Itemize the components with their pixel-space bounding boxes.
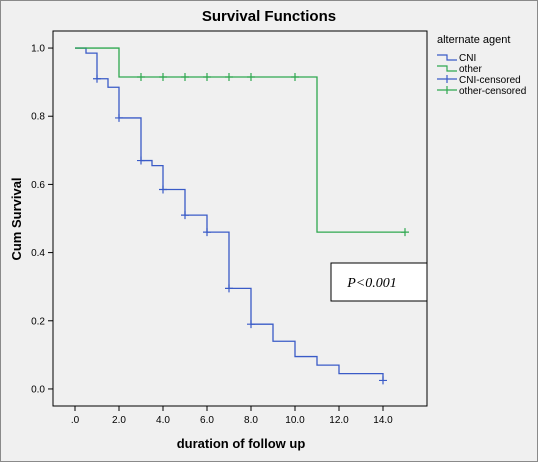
- x-tick-label: 12.0: [329, 415, 349, 426]
- censor-mark-cni-censored: [225, 284, 233, 293]
- legend-symbol-censor: [437, 75, 457, 83]
- censor-mark-other-censored: [401, 228, 409, 237]
- y-tick-label: 0.0: [31, 384, 45, 395]
- x-tick-label: 8.0: [244, 415, 258, 426]
- censor-mark-other-censored: [291, 73, 299, 82]
- legend-symbol-line: [437, 65, 457, 72]
- x-axis: .0 2.0 4.0 6.0 8.0 10.0 12.0 14.0: [71, 406, 393, 426]
- censor-mark-cni-censored: [203, 228, 211, 237]
- y-tick-label: 1.0: [31, 44, 45, 55]
- censor-mark-cni-censored: [159, 185, 167, 194]
- y-axis-label: Cum Survival: [9, 177, 24, 260]
- y-tick-label: 0.8: [31, 112, 45, 123]
- x-tick-label: 6.0: [200, 415, 214, 426]
- censor-layer: [93, 73, 409, 385]
- censor-mark-cni-censored: [93, 74, 101, 83]
- y-axis: 0.0 0.2 0.4 0.6 0.8 1.0: [31, 44, 53, 395]
- censor-mark-cni-censored: [115, 113, 123, 122]
- y-tick-label: 0.6: [31, 180, 45, 191]
- y-tick-label: 0.2: [31, 316, 45, 327]
- censor-mark-other-censored: [225, 73, 233, 82]
- censor-mark-other-censored: [137, 73, 145, 82]
- legend-entry-label: CNI-censored: [459, 75, 521, 86]
- censor-mark-cni-censored: [137, 156, 145, 165]
- x-axis-label: duration of follow up: [177, 436, 306, 451]
- annotation-box: [330, 262, 428, 302]
- legend-symbol-censor: [437, 86, 457, 94]
- censor-mark-other-censored: [159, 73, 167, 82]
- legend-entry-label: CNI: [459, 53, 476, 64]
- legend-symbol-line: [437, 54, 457, 61]
- plot-area: [52, 30, 428, 407]
- x-tick-label: 10.0: [285, 415, 305, 426]
- censor-mark-other-censored: [247, 73, 255, 82]
- x-tick-label: 14.0: [373, 415, 393, 426]
- legend-entry-label: other-censored: [459, 86, 526, 97]
- series-line-other: [75, 47, 405, 233]
- x-tick-label: 4.0: [156, 415, 170, 426]
- censor-mark-cni-censored: [181, 211, 189, 220]
- censor-mark-other-censored: [181, 73, 189, 82]
- censor-mark-cni-censored: [247, 320, 255, 329]
- x-tick-label: .0: [71, 415, 80, 426]
- censor-mark-cni-censored: [379, 376, 387, 385]
- chart-title: Survival Functions: [202, 8, 336, 25]
- legend-title: alternate agent: [437, 34, 510, 46]
- x-tick-label: 2.0: [112, 415, 126, 426]
- y-tick-label: 0.4: [31, 248, 45, 259]
- p-value-text: P<0.001: [346, 276, 397, 291]
- censor-mark-other-censored: [203, 73, 211, 82]
- legend-entry-label: other: [459, 64, 482, 75]
- p-value-annotation: P<0.001: [330, 262, 428, 302]
- legend: alternate agent CNIotherCNI-censoredothe…: [437, 34, 526, 97]
